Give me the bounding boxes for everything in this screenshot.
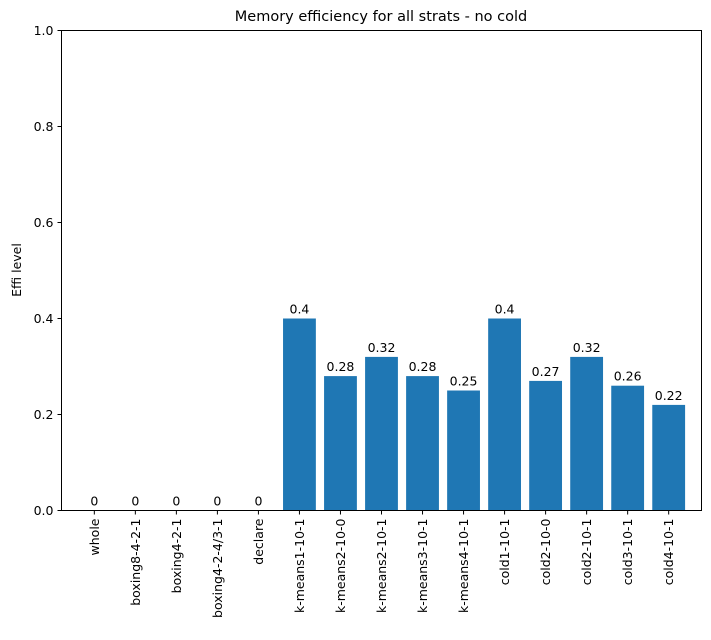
y-tick-label: 1.0 (34, 23, 54, 38)
bar-10 (488, 318, 521, 511)
data-label: 0.28 (409, 359, 437, 374)
bar-7 (365, 356, 398, 511)
chart-title: Memory efficiency for all strats - no co… (235, 9, 527, 25)
x-tick-label: k-means3-10-1 (415, 519, 430, 614)
x-tick-label: boxing8-4-2-1 (128, 519, 143, 606)
bar-8 (406, 376, 439, 511)
data-label: 0.25 (450, 374, 478, 389)
y-tick-label: 0.4 (34, 311, 54, 326)
bar-13 (611, 385, 645, 511)
data-label: 0 (131, 494, 139, 509)
data-label: 0.32 (573, 340, 601, 355)
x-tick-label: declare (251, 518, 266, 564)
x-tick-label: cold2-10-1 (579, 519, 594, 586)
x-tick-label: cold3-10-1 (620, 519, 635, 586)
x-tick-label: k-means2-10-0 (333, 518, 348, 613)
data-label: 0 (172, 494, 180, 509)
x-tick-label: boxing4-2-4/3-1 (210, 519, 225, 618)
bar-9 (447, 390, 480, 511)
bar-14 (652, 404, 686, 511)
x-tick-label: boxing4-2-1 (169, 519, 184, 594)
y-axis-label: Effi level (9, 243, 24, 297)
data-label: 0.28 (327, 359, 355, 374)
x-tick-label: cold4-10-1 (661, 519, 676, 586)
bar-5 (283, 318, 316, 511)
y-tick-label: 0.0 (34, 503, 54, 518)
x-tick-label: whole (87, 518, 102, 555)
bar-12 (570, 356, 604, 511)
x-tick-label: k-means2-10-1 (374, 519, 389, 614)
data-label: 0.4 (290, 302, 310, 317)
y-tick-label: 0.8 (34, 119, 54, 134)
x-tick-label: k-means4-10-1 (456, 519, 471, 614)
data-label: 0 (213, 494, 221, 509)
bar-11 (529, 380, 563, 511)
x-tick-label: cold1-10-1 (497, 519, 512, 586)
plot-frame (61, 30, 702, 511)
data-label: 0 (254, 494, 262, 509)
bar-6 (324, 376, 357, 511)
x-tick-label: k-means1-10-1 (292, 519, 307, 614)
x-tick-label: cold2-10-0 (538, 518, 553, 585)
y-tick-label: 0.6 (34, 215, 54, 230)
data-label: 0 (90, 494, 98, 509)
data-label: 0.32 (368, 340, 396, 355)
y-tick-label: 0.2 (34, 407, 54, 422)
plot-area: 0.0 0.2 0.4 0.6 0.8 1.0 0 whole 0 boxing8-4-2-1 0 b… (34, 23, 686, 618)
data-label: 0.27 (532, 364, 560, 379)
data-label: 0.4 (495, 302, 515, 317)
data-label: 0.22 (655, 388, 683, 403)
data-label: 0.26 (614, 369, 642, 384)
